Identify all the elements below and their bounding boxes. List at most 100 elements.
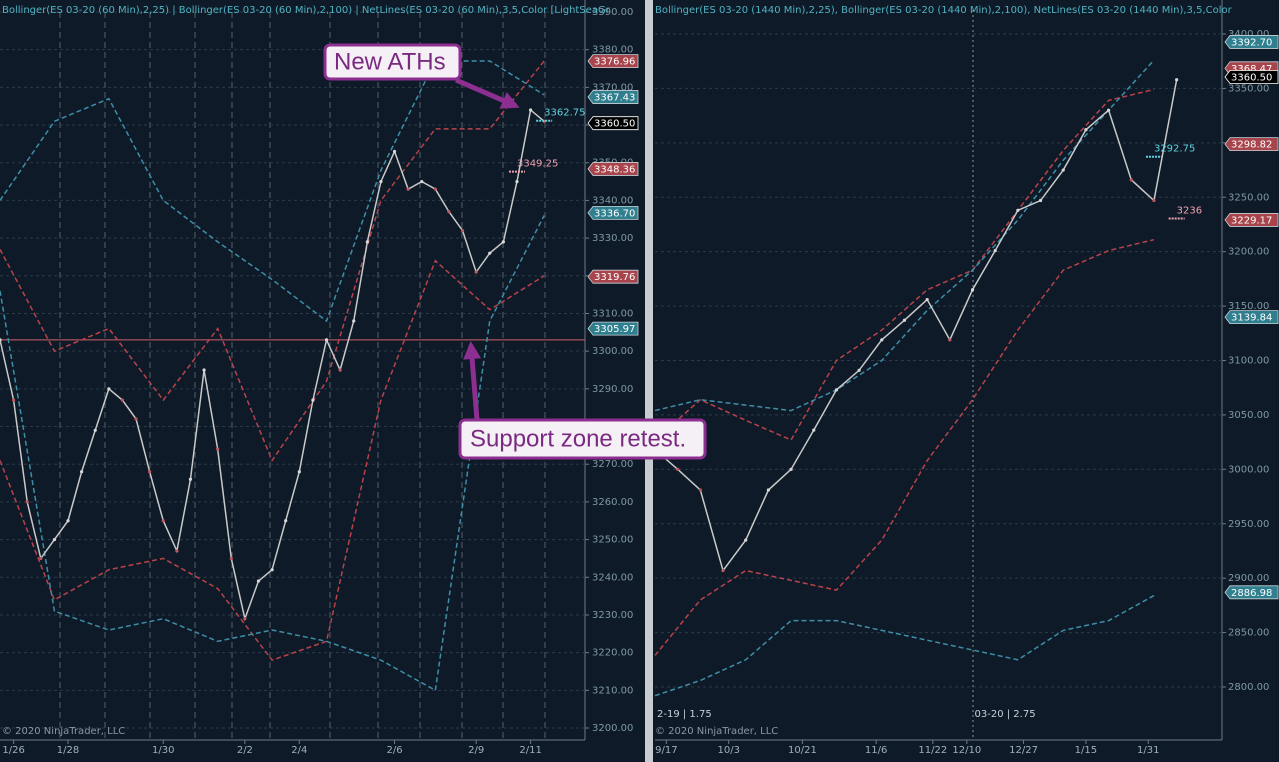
price-tag xyxy=(587,116,639,131)
price-tag-label: 3139.84 xyxy=(1231,313,1272,324)
price-point xyxy=(528,108,533,112)
price-point xyxy=(460,228,465,233)
price-point xyxy=(39,556,43,561)
price-point xyxy=(698,488,702,492)
price-point xyxy=(1061,168,1065,172)
price-tag-label: 3376.96 xyxy=(594,57,635,68)
price-point xyxy=(134,417,138,421)
price-point xyxy=(970,288,975,292)
price-point xyxy=(993,248,997,253)
price-point xyxy=(474,270,478,274)
y-tick-label: 3200.00 xyxy=(592,723,633,734)
price-tag xyxy=(587,205,639,220)
y-tick-label: 3260.00 xyxy=(592,497,633,508)
y-tick-label: 3000.00 xyxy=(1228,464,1269,475)
price-tag xyxy=(1224,213,1279,227)
price-point xyxy=(188,477,193,481)
y-tick-label: 3230.00 xyxy=(592,610,633,621)
x-tick-label: 10/21 xyxy=(788,745,817,756)
x-tick-label: 11/22 xyxy=(918,745,947,756)
price-point xyxy=(1038,198,1043,203)
price-tag xyxy=(587,90,639,104)
price-point xyxy=(948,338,952,342)
price-point xyxy=(66,519,70,523)
price-tag xyxy=(587,269,639,284)
price-point xyxy=(1152,198,1156,203)
price-point xyxy=(1016,208,1020,212)
price-point xyxy=(311,398,315,402)
annotation-arrowhead xyxy=(499,92,520,109)
price-point xyxy=(392,149,397,154)
y-tick-label: 2950.00 xyxy=(1228,519,1269,530)
bollinger-band xyxy=(654,59,1155,412)
price-point xyxy=(229,556,233,561)
price-point xyxy=(406,187,410,191)
y-tick-label: 2800.00 xyxy=(1228,682,1269,693)
x-tick-label: 1/28 xyxy=(57,745,79,756)
bollinger-band xyxy=(654,88,1155,441)
price-point xyxy=(1084,128,1088,132)
x-tick-label: 1/26 xyxy=(2,745,24,756)
x-tick-label: 1/31 xyxy=(1137,745,1159,756)
y-tick-label: 3210.00 xyxy=(592,685,633,696)
annotation-text: Support zone retest. xyxy=(470,425,686,452)
annotation-box xyxy=(323,43,462,81)
price-point xyxy=(93,428,97,432)
y-tick-label: 3100.00 xyxy=(1228,356,1269,367)
price-point xyxy=(52,537,57,542)
bollinger-band xyxy=(654,594,1155,697)
session-separators xyxy=(59,12,546,740)
price-point xyxy=(243,617,247,621)
price-point xyxy=(1107,108,1111,112)
y-tick-label: 3240.00 xyxy=(592,572,633,583)
y-tick-label: 3330.00 xyxy=(592,233,633,244)
y-tick-label: 3380.00 xyxy=(592,45,633,56)
y-tick-label: 3350.00 xyxy=(1228,83,1269,94)
annotation-text: New ATHs xyxy=(334,48,446,75)
price-point xyxy=(925,297,929,302)
y-tick-label: 2900.00 xyxy=(1228,573,1269,584)
price-point xyxy=(338,368,342,372)
y-tick-label: 3250.00 xyxy=(1228,192,1269,203)
price-point xyxy=(12,398,16,402)
x-tick-label: 2/6 xyxy=(386,745,402,756)
price-tag-label: 3319.76 xyxy=(594,272,635,283)
price-point xyxy=(379,179,383,184)
bollinger-band xyxy=(0,60,545,463)
price-tag-label: 3360.50 xyxy=(1231,72,1272,83)
price-tag-label: 2886.98 xyxy=(1231,588,1272,599)
y-tick-label: 3050.00 xyxy=(1228,410,1269,421)
price-point xyxy=(857,368,861,372)
price-point xyxy=(107,387,111,391)
y-tick-label: 3300.00 xyxy=(592,346,633,357)
price-point xyxy=(0,338,2,342)
price-tag xyxy=(1224,35,1279,49)
price-point xyxy=(433,187,437,191)
price-point xyxy=(1175,78,1179,82)
price-point xyxy=(488,251,492,255)
price-point xyxy=(161,519,165,523)
price-point xyxy=(1129,178,1133,182)
price-tag-label: 3229.17 xyxy=(1231,215,1272,226)
price-tag xyxy=(1224,585,1279,600)
price-point xyxy=(120,398,125,402)
level-label: 3236 xyxy=(1177,205,1202,216)
price-tag-label: 3368.47 xyxy=(1231,64,1272,75)
price-point xyxy=(515,179,519,184)
price-point xyxy=(284,519,288,523)
copyright: © 2020 NinjaTrader, LLC xyxy=(2,726,125,737)
level-label: 3292.75 xyxy=(1154,144,1195,155)
x-tick-label: 9/17 xyxy=(655,745,677,756)
y-tick-label: 3400.00 xyxy=(1228,29,1269,40)
price-point xyxy=(902,318,907,322)
price-point xyxy=(297,470,301,474)
y-tick-label: 3340.00 xyxy=(592,195,633,206)
price-point xyxy=(270,568,274,572)
price-point xyxy=(216,447,220,451)
level-label: 3349.25 xyxy=(517,159,558,170)
price-point xyxy=(365,240,369,244)
bollinger-band xyxy=(0,215,545,692)
price-tag-label: 3298.82 xyxy=(1231,140,1272,151)
